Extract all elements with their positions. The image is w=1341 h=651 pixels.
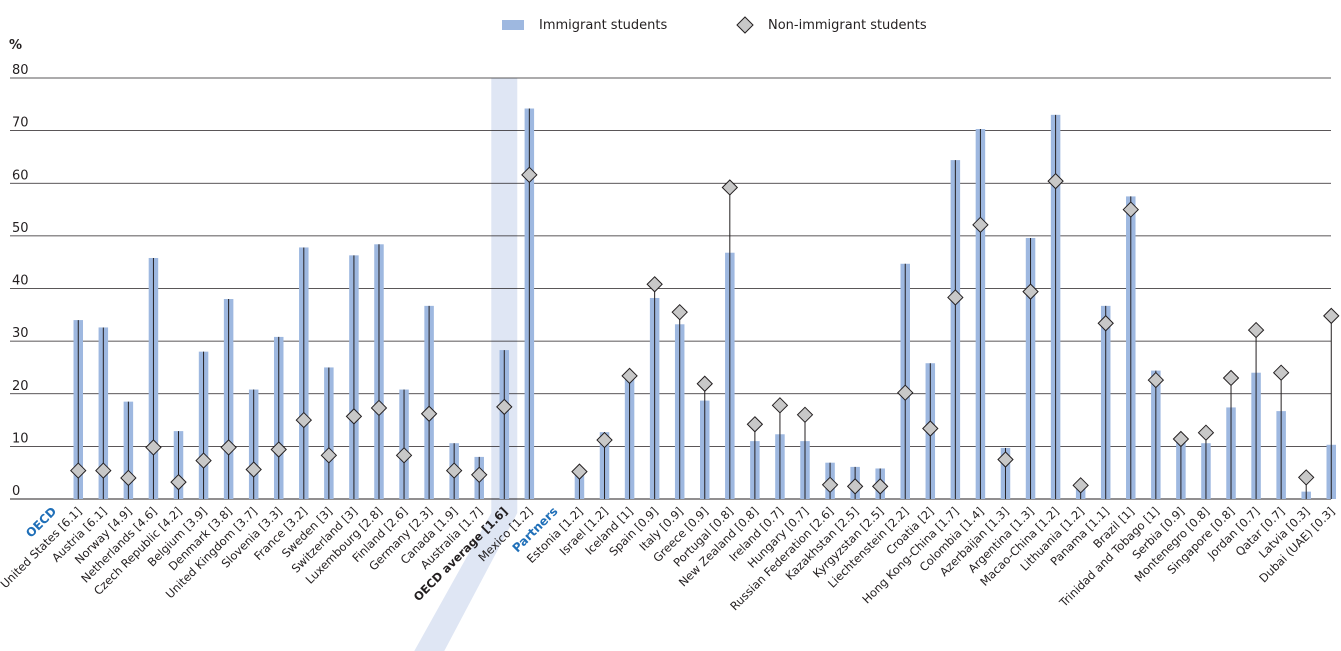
- marker-israel: [596, 431, 613, 449]
- marker-germany: [420, 405, 438, 422]
- marker-azerbaijan: [997, 451, 1014, 468]
- highlight-layer: [414, 78, 518, 651]
- marker-portugal: [721, 179, 739, 196]
- oecd-average-highlight: [414, 78, 518, 651]
- y-tick-80: 80: [12, 63, 29, 78]
- marker-czech-republic: [170, 473, 187, 491]
- marker-russian-federation: [821, 476, 839, 493]
- marker-sweden: [320, 447, 338, 464]
- marker-qatar: [1272, 364, 1290, 381]
- marker-slovenia: [270, 441, 287, 458]
- legend: Immigrant students Non-immigrant student…: [502, 16, 927, 34]
- y-axis-ticks: 0 10 20 30 40 50 60 70 80: [12, 63, 29, 499]
- y-tick-70: 70: [12, 116, 29, 131]
- marker-kyrgyzstan: [871, 478, 889, 495]
- marker-hong-kong-china: [947, 289, 964, 306]
- y-tick-50: 50: [12, 221, 29, 236]
- marker-jordan: [1247, 321, 1265, 339]
- y-tick-0: 0: [12, 484, 20, 499]
- marker-austria: [95, 462, 112, 479]
- marker-serbia: [1172, 430, 1190, 448]
- marker-panama: [1097, 315, 1114, 332]
- marker-france: [295, 411, 313, 429]
- gridlines: [10, 77, 1331, 500]
- marker-liechtenstein: [897, 384, 914, 401]
- marker-ireland: [771, 397, 789, 414]
- marker-australia: [471, 466, 488, 484]
- marker-mexico: [521, 166, 538, 184]
- marker-kazakhstan: [846, 478, 864, 495]
- marker-luxembourg: [370, 399, 388, 417]
- marker-oecd-average: [496, 398, 513, 416]
- marker-macao-china: [1047, 172, 1064, 190]
- marker-latvia: [1297, 469, 1315, 486]
- marker-finland: [395, 447, 413, 464]
- marker-united-states: [70, 462, 87, 479]
- marker-switzerland: [345, 408, 363, 425]
- marker-croatia: [922, 420, 939, 437]
- marker-united-kingdom: [245, 461, 262, 478]
- marker-montenegro: [1197, 424, 1215, 441]
- legend-diamond-icon: [736, 16, 754, 34]
- marker-hungary: [796, 406, 814, 424]
- marker-greece: [696, 375, 713, 392]
- marker-argentina: [1022, 283, 1039, 300]
- marker-brazil: [1122, 201, 1139, 218]
- marker-dubai-uae: [1323, 307, 1340, 325]
- y-tick-20: 20: [12, 379, 29, 394]
- marker-iceland: [621, 367, 638, 385]
- marker-italy: [671, 303, 688, 321]
- y-axis-label: %: [9, 38, 22, 53]
- marker-estonia: [571, 463, 588, 480]
- marker-colombia: [972, 216, 989, 234]
- y-tick-60: 60: [12, 168, 29, 183]
- markers: [70, 108, 1340, 499]
- marker-spain: [646, 276, 663, 293]
- marker-lithuania: [1072, 477, 1089, 494]
- legend-label-non-immigrant: Non-immigrant students: [768, 18, 927, 33]
- legend-label-immigrant: Immigrant students: [539, 18, 668, 33]
- legend-bar-swatch: [502, 20, 524, 30]
- y-tick-10: 10: [12, 431, 29, 446]
- marker-belgium: [195, 452, 212, 469]
- marker-denmark: [220, 439, 237, 456]
- marker-norway: [120, 469, 137, 487]
- marker-netherlands: [145, 439, 162, 456]
- marker-canada: [445, 462, 463, 479]
- y-tick-40: 40: [12, 274, 29, 289]
- marker-trinidad-and-tobago: [1147, 371, 1165, 389]
- y-tick-30: 30: [12, 326, 29, 341]
- marker-singapore: [1222, 369, 1240, 387]
- marker-new-zealand: [746, 416, 764, 433]
